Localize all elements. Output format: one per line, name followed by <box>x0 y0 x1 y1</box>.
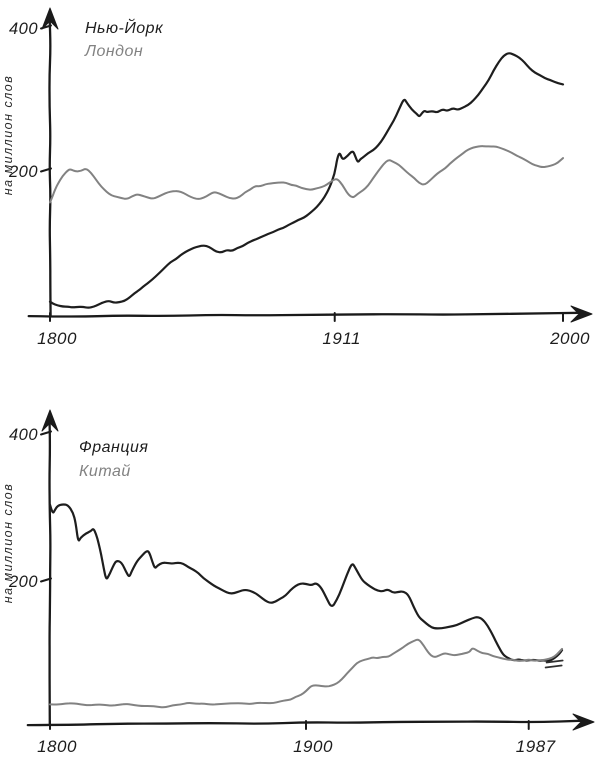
y-axis-arrowhead <box>41 409 59 432</box>
x-tick-label-1900: 1900 <box>293 737 333 756</box>
chart-france-china: на миллион слов Франция Китай 400 200 1800… <box>0 385 600 771</box>
equals-mark <box>544 659 564 669</box>
y-axis-line <box>48 417 52 726</box>
y-tick-200 <box>40 167 52 173</box>
chart-newyork-london: на миллион слов Нью-Йорк Лондон 400 200 18… <box>0 0 600 385</box>
london-line <box>49 145 564 204</box>
x-tick-label-1987: 1987 <box>516 737 556 756</box>
top-chart-svg: на миллион слов Нью-Йорк Лондон 400 200 18… <box>1 7 593 348</box>
y-tick-400 <box>40 430 52 436</box>
legend-china: Китай <box>79 463 131 480</box>
y-axis-title: на миллион слов <box>1 75 15 195</box>
x-tick-label-1800: 1800 <box>37 737 77 756</box>
y-tick-label-400: 400 <box>9 426 38 444</box>
y-axis-arrowhead <box>41 7 59 30</box>
x-tick-label-1800: 1800 <box>37 329 77 348</box>
legend-london: Лондон <box>84 43 143 60</box>
china-line <box>49 638 563 709</box>
new-york-line <box>48 52 565 309</box>
y-tick-label-400: 400 <box>9 20 38 38</box>
y-axis-line <box>48 15 52 317</box>
legend-new-york: Нью-Йорк <box>85 18 164 37</box>
x-tick-label-1911: 1911 <box>322 329 361 348</box>
legend-france: Франция <box>79 439 148 456</box>
y-axis-title: на миллион слов <box>1 483 15 603</box>
y-tick-200 <box>40 577 52 583</box>
x-tick-label-2000: 2000 <box>549 329 590 348</box>
x-axis-arrowhead <box>570 305 593 323</box>
y-tick-400 <box>40 24 52 30</box>
y-tick-label-200: 200 <box>8 573 38 591</box>
france-line <box>48 503 564 662</box>
x-axis-arrowhead <box>572 713 595 731</box>
y-tick-label-200: 200 <box>8 163 38 181</box>
x-axis-line <box>27 311 582 318</box>
bottom-chart-svg: на миллион слов Франция Китай 400 200 1800… <box>1 409 595 756</box>
